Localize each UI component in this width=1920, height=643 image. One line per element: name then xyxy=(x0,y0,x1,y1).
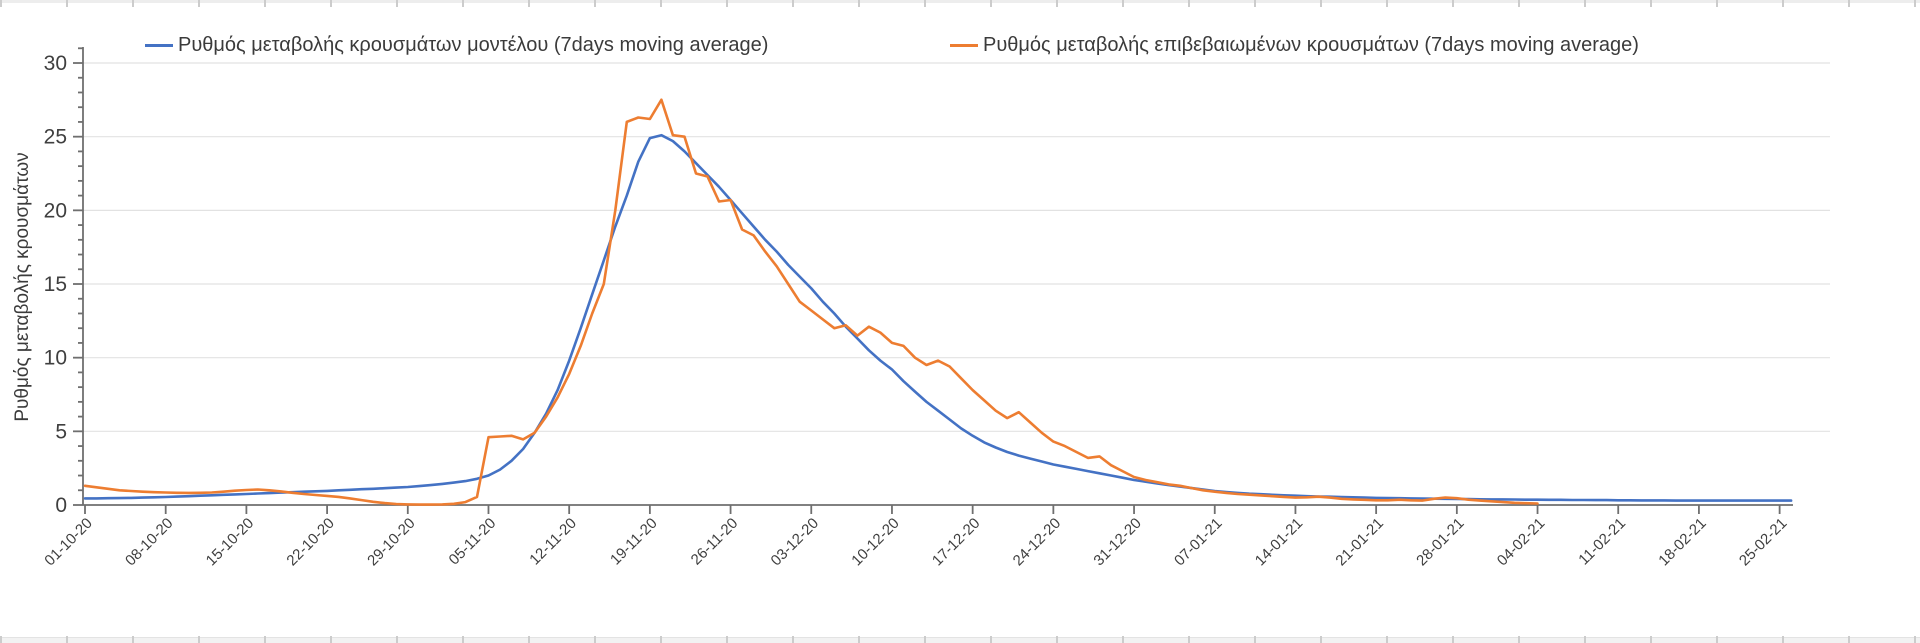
svg-text:10-12-20: 10-12-20 xyxy=(848,515,902,569)
svg-text:07-01-21: 07-01-21 xyxy=(1171,515,1225,569)
series-line-confirmed xyxy=(83,98,1539,506)
svg-text:24-12-20: 24-12-20 xyxy=(1010,515,1064,569)
svg-text:04-02-21: 04-02-21 xyxy=(1494,515,1548,569)
svg-text:17-12-20: 17-12-20 xyxy=(929,515,983,569)
legend: Ρυθμός μεταβολής κρουσμάτων μοντέλου (7d… xyxy=(0,0,1920,60)
svg-text:15-10-20: 15-10-20 xyxy=(203,515,257,569)
svg-text:0: 0 xyxy=(55,494,67,517)
svg-text:15: 15 xyxy=(44,273,67,296)
legend-line-swatch-confirmed xyxy=(950,44,978,47)
svg-text:30: 30 xyxy=(44,52,67,75)
svg-text:29-10-20: 29-10-20 xyxy=(364,515,418,569)
svg-text:5: 5 xyxy=(55,420,67,443)
svg-text:08-10-20: 08-10-20 xyxy=(122,515,176,569)
svg-text:11-02-21: 11-02-21 xyxy=(1575,515,1629,569)
legend-item-confirmed: Ρυθμός μεταβολής επιβεβαιωμένων κρουσμάτ… xyxy=(950,34,1639,57)
svg-text:25-02-21: 25-02-21 xyxy=(1736,515,1790,569)
x-tick-labels: 01-10-20 08-10-20 15-10-20 22-10-20 29-10-20… xyxy=(41,515,1790,569)
svg-text:14-01-21: 14-01-21 xyxy=(1252,515,1306,569)
series-line-model xyxy=(83,133,1793,502)
svg-text:18-02-21: 18-02-21 xyxy=(1655,515,1709,569)
legend-label-model: Ρυθμός μεταβολής κρουσμάτων μοντέλου (7d… xyxy=(178,34,769,56)
bottom-adjacent-chart-ticks xyxy=(0,636,1920,643)
svg-text:10: 10 xyxy=(44,347,67,370)
svg-text:22-10-20: 22-10-20 xyxy=(283,515,337,569)
top-adjacent-chart-ticks xyxy=(0,0,1920,7)
svg-text:19-11-20: 19-11-20 xyxy=(607,515,661,569)
legend-line-swatch-model xyxy=(145,44,173,47)
svg-text:05-11-20: 05-11-20 xyxy=(446,515,500,569)
svg-text:31-12-20: 31-12-20 xyxy=(1090,515,1144,569)
svg-text:28-01-21: 28-01-21 xyxy=(1413,515,1467,569)
svg-text:21-01-21: 21-01-21 xyxy=(1332,515,1386,569)
gridlines xyxy=(83,62,1830,432)
svg-text:03-12-20: 03-12-20 xyxy=(768,515,822,569)
legend-item-model: Ρυθμός μεταβολής κρουσμάτων μοντέλου (7d… xyxy=(145,34,768,57)
y-tick-labels: 0 5 10 15 20 25 30 xyxy=(44,52,67,517)
svg-text:12-11-20: 12-11-20 xyxy=(526,515,580,569)
svg-text:25: 25 xyxy=(44,126,67,149)
svg-text:01-10-20: 01-10-20 xyxy=(41,515,95,569)
svg-text:26-11-20: 26-11-20 xyxy=(688,515,742,569)
axes xyxy=(73,47,1793,514)
svg-text:20: 20 xyxy=(44,199,67,222)
y-axis-title: Ρυθμός μεταβολής κρουσμάτων xyxy=(12,152,33,422)
legend-label-confirmed: Ρυθμός μεταβολής επιβεβαιωμένων κρουσμάτ… xyxy=(983,34,1639,56)
